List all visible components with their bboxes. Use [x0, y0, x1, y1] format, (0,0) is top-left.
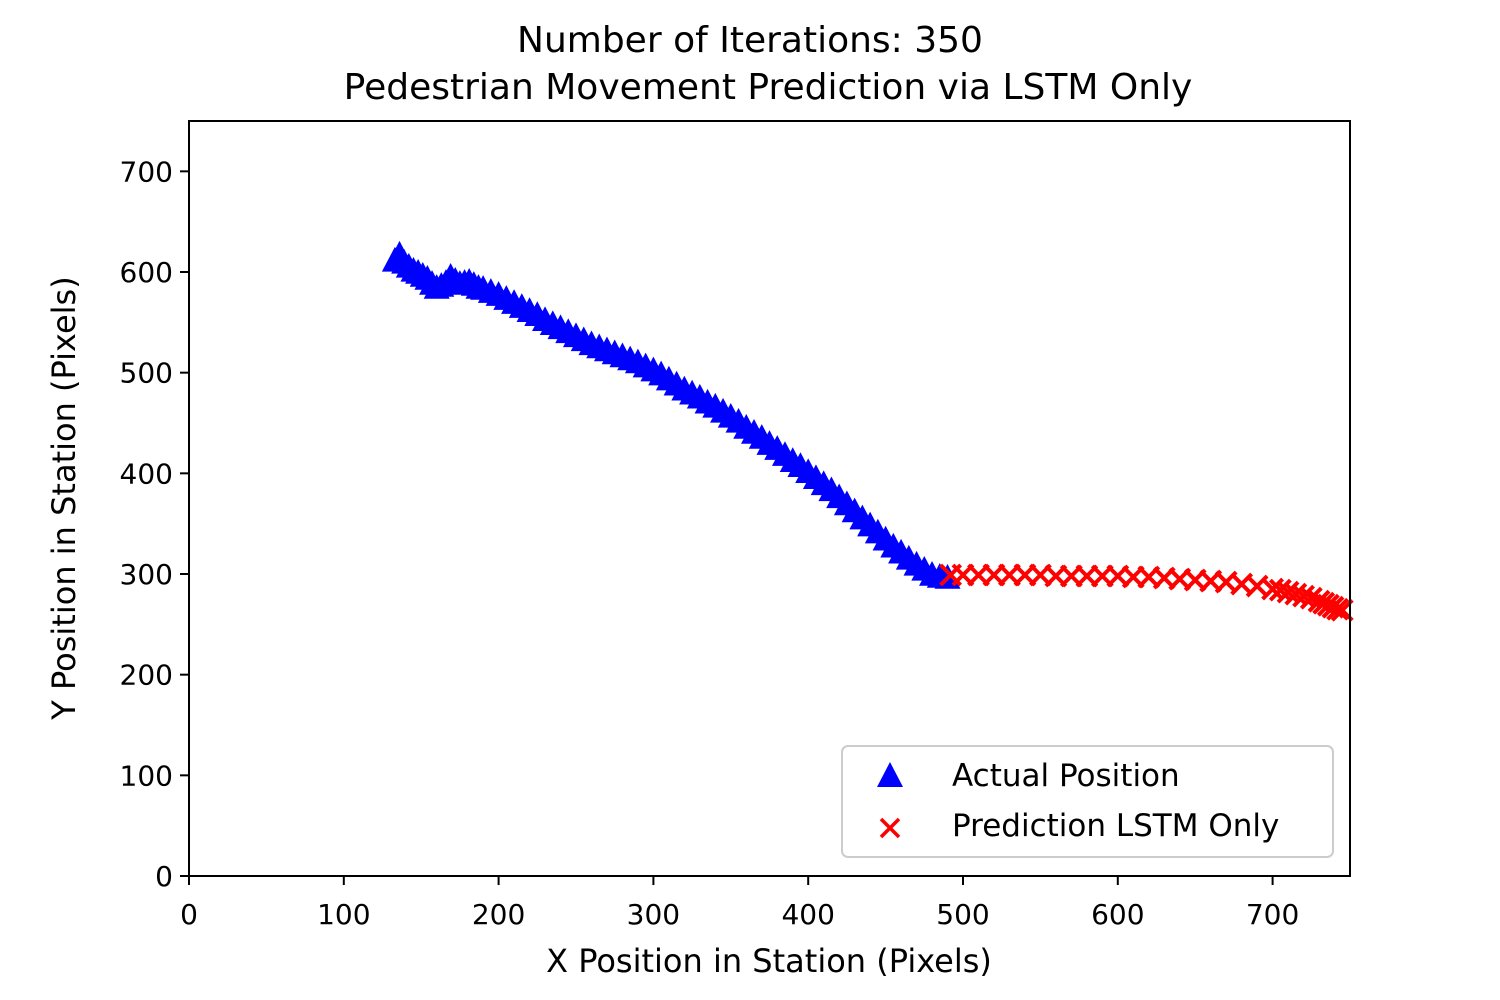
y-tick-label: 200	[120, 659, 173, 692]
y-tick-label: 0	[155, 860, 173, 893]
prediction-point	[1292, 584, 1315, 608]
x-tick-label: 100	[317, 898, 370, 931]
chart-subtitle: Pedestrian Movement Prediction via LSTM …	[344, 67, 1193, 108]
x-tick-label: 0	[180, 898, 198, 931]
y-tick-label: 400	[120, 457, 173, 490]
x-axis-ticks: 0 100 200 300 400 500 600 700	[180, 876, 1299, 931]
legend-label-actual: Actual Position	[952, 758, 1180, 794]
x-axis-label: X Position in Station (Pixels)	[546, 942, 992, 980]
x-tick-label: 200	[472, 898, 525, 931]
chart-title: Number of Iterations: 350	[517, 20, 983, 61]
prediction-point	[1330, 598, 1354, 622]
legend-frame	[841, 745, 1334, 858]
x-tick-label: 400	[781, 898, 834, 931]
x-tick-label: 300	[627, 898, 680, 931]
prediction-point	[1326, 597, 1350, 621]
y-tick-label: 600	[120, 256, 173, 289]
data-marks	[381, 240, 1354, 622]
legend-label-prediction: Prediction LSTM Only	[952, 808, 1279, 844]
y-axis-label: Y Position in Station (Pixels)	[45, 276, 83, 720]
x-tick-label: 700	[1246, 898, 1299, 931]
x-tick-label: 600	[1091, 898, 1144, 931]
legend-triangle-icon	[877, 762, 903, 787]
y-tick-label: 700	[120, 155, 173, 188]
x-tick-label: 500	[936, 898, 989, 931]
y-tick-label: 300	[120, 558, 173, 591]
y-tick-label: 100	[120, 759, 173, 792]
plot-area-frame	[188, 120, 1351, 877]
y-axis-ticks: 0 100 200 300 400 500 600 700	[120, 155, 189, 893]
legend-x-icon	[879, 817, 901, 839]
y-tick-label: 500	[120, 357, 173, 390]
legend: Actual Position Prediction LSTM Only	[841, 745, 1334, 858]
